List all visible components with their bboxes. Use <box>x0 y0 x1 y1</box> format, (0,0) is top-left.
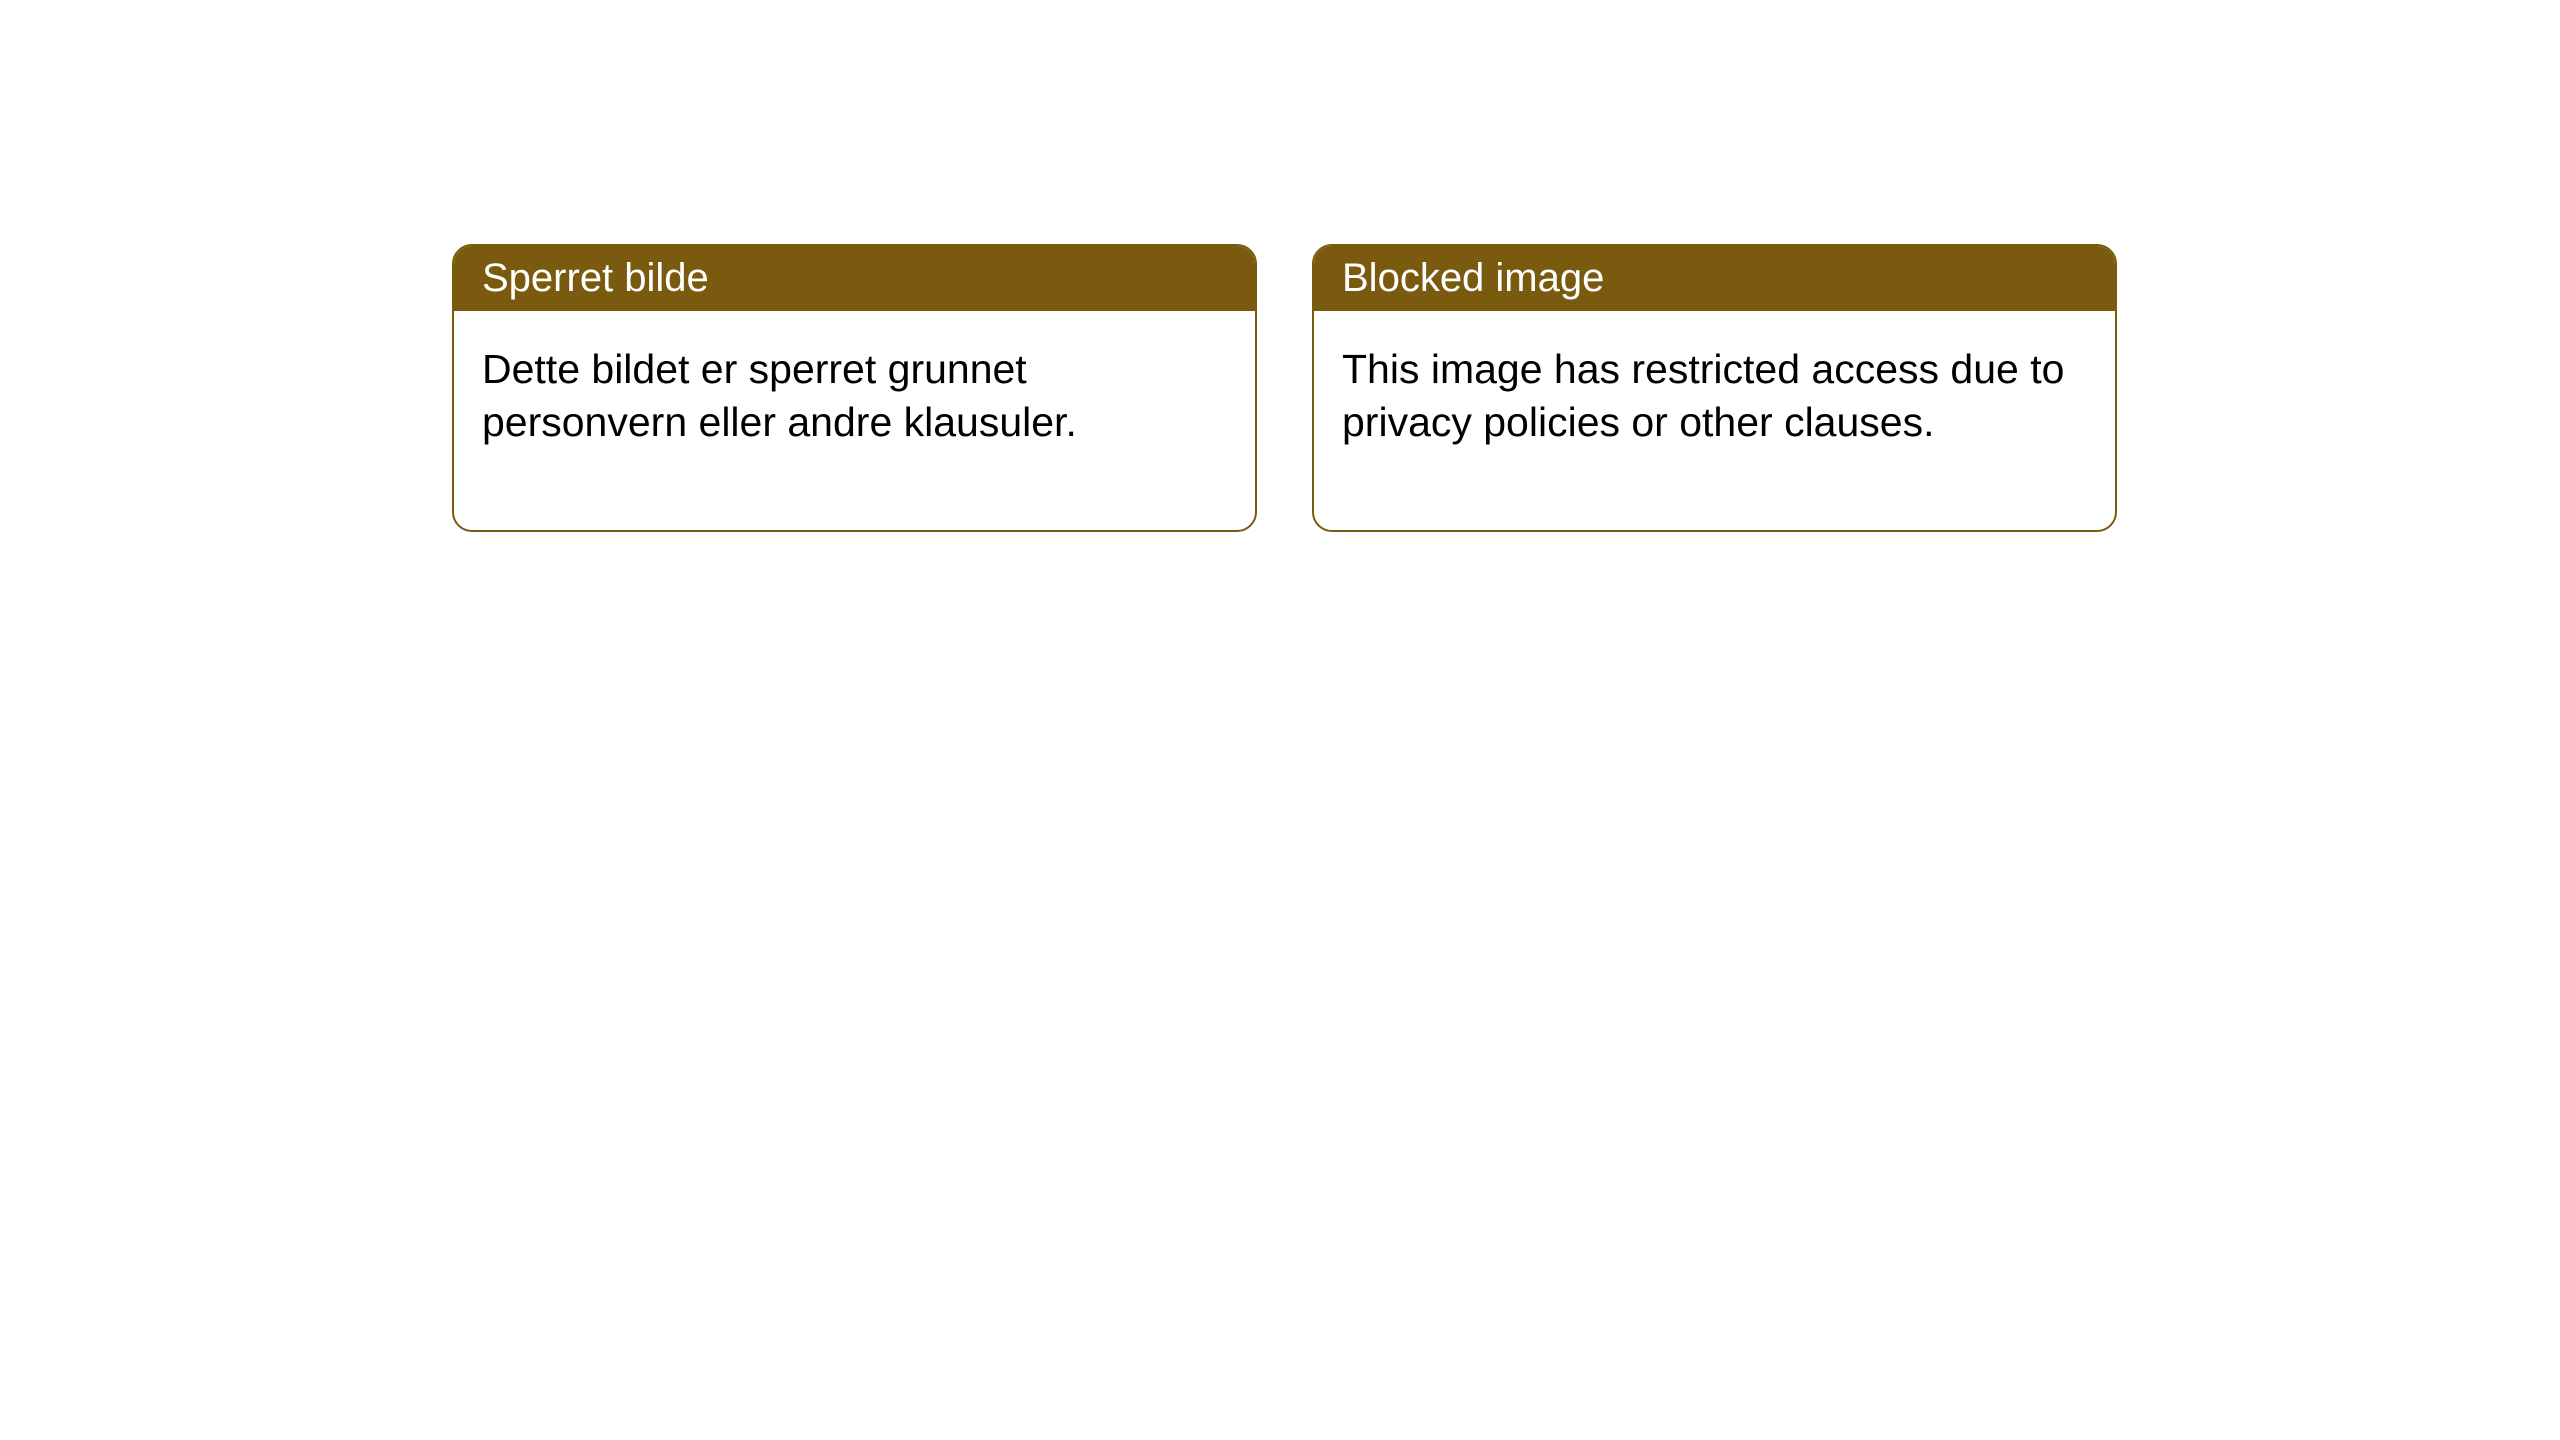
notice-container: Sperret bilde Dette bildet er sperret gr… <box>0 0 2560 532</box>
card-body: Dette bildet er sperret grunnet personve… <box>454 311 1255 530</box>
card-title: Sperret bilde <box>482 256 709 300</box>
card-body-text: Dette bildet er sperret grunnet personve… <box>482 346 1077 445</box>
card-body: This image has restricted access due to … <box>1314 311 2115 530</box>
card-title: Blocked image <box>1342 256 1604 300</box>
notice-card-norwegian: Sperret bilde Dette bildet er sperret gr… <box>452 244 1257 532</box>
notice-card-english: Blocked image This image has restricted … <box>1312 244 2117 532</box>
card-header: Blocked image <box>1314 246 2115 311</box>
card-body-text: This image has restricted access due to … <box>1342 346 2064 445</box>
card-header: Sperret bilde <box>454 246 1255 311</box>
